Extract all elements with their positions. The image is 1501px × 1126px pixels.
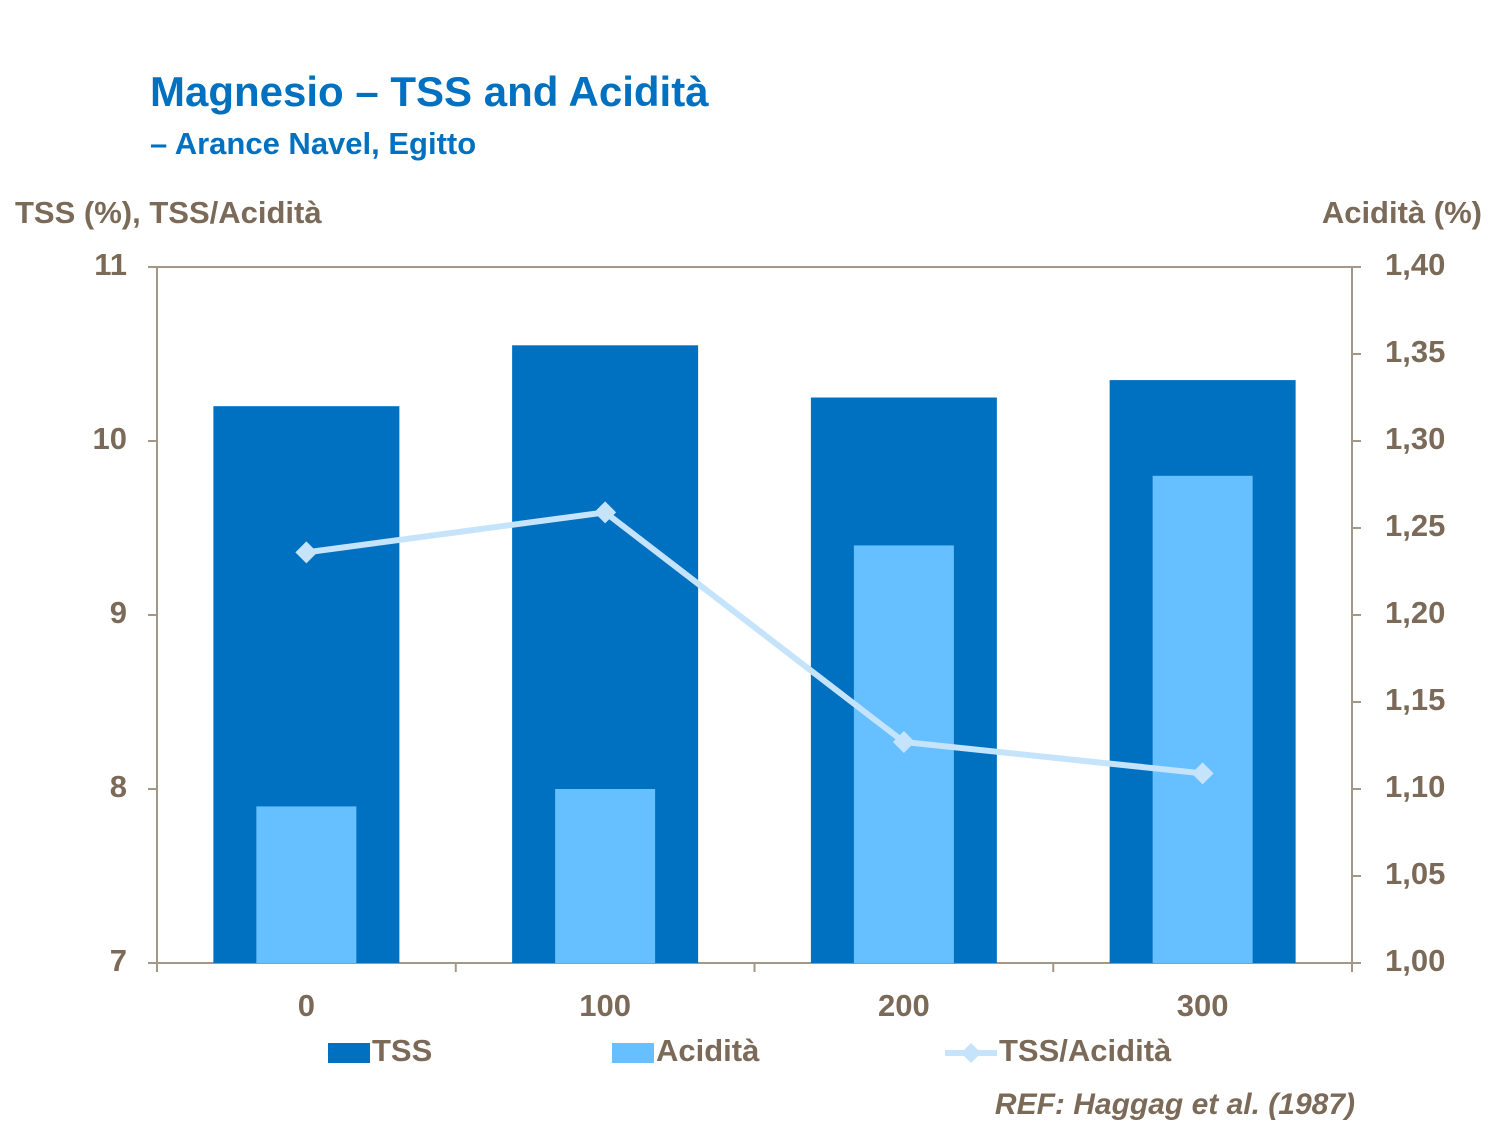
bar bbox=[256, 806, 357, 963]
legend-label: Acidità bbox=[656, 1033, 760, 1068]
y2-tick-label: 1,00 bbox=[1385, 943, 1445, 978]
line-marker bbox=[1191, 762, 1214, 785]
bar bbox=[555, 789, 656, 963]
x-tick-label: 100 bbox=[579, 988, 631, 1023]
y2-tick-label: 1,30 bbox=[1385, 421, 1445, 456]
y-tick-label: 11 bbox=[94, 247, 127, 282]
x-tick-label: 200 bbox=[878, 988, 930, 1023]
x-tick-label: 300 bbox=[1177, 988, 1229, 1023]
line-marker bbox=[295, 541, 318, 564]
y-tick-label: 8 bbox=[110, 769, 127, 804]
y2-tick-label: 1,15 bbox=[1385, 682, 1445, 717]
legend-label: TSS bbox=[372, 1033, 432, 1068]
y2-axis-title: Acidità (%) bbox=[1322, 195, 1482, 230]
legend-label: TSS/Acidità bbox=[999, 1033, 1172, 1068]
line bbox=[305, 509, 1203, 777]
line-marker bbox=[892, 731, 915, 754]
legend-swatch bbox=[328, 1043, 370, 1063]
y2-tick-label: 1,05 bbox=[1385, 856, 1445, 891]
y-tick-label: 10 bbox=[93, 421, 127, 456]
bar bbox=[853, 545, 954, 963]
chart-subtitle: – Arance Navel, Egitto bbox=[150, 126, 476, 161]
source-note: REF: Haggag et al. (1987) bbox=[995, 1088, 1355, 1121]
y2-tick-label: 1,20 bbox=[1385, 595, 1445, 630]
chart-title: Magnesio – TSS and Acidità bbox=[150, 68, 709, 115]
y-axis-title: TSS (%), TSS/Acidità bbox=[15, 195, 322, 230]
bar bbox=[1152, 475, 1253, 963]
legend-swatch bbox=[612, 1043, 654, 1063]
y2-tick-label: 1,35 bbox=[1385, 334, 1445, 369]
line-marker bbox=[594, 501, 617, 524]
legend-swatch bbox=[961, 1043, 981, 1063]
y2-tick-label: 1,10 bbox=[1385, 769, 1445, 804]
y-tick-label: 7 bbox=[110, 943, 127, 978]
y2-tick-label: 1,25 bbox=[1385, 508, 1445, 543]
y-tick-label: 9 bbox=[110, 595, 127, 630]
x-tick-label: 0 bbox=[298, 988, 315, 1023]
y2-tick-label: 1,40 bbox=[1385, 247, 1445, 282]
